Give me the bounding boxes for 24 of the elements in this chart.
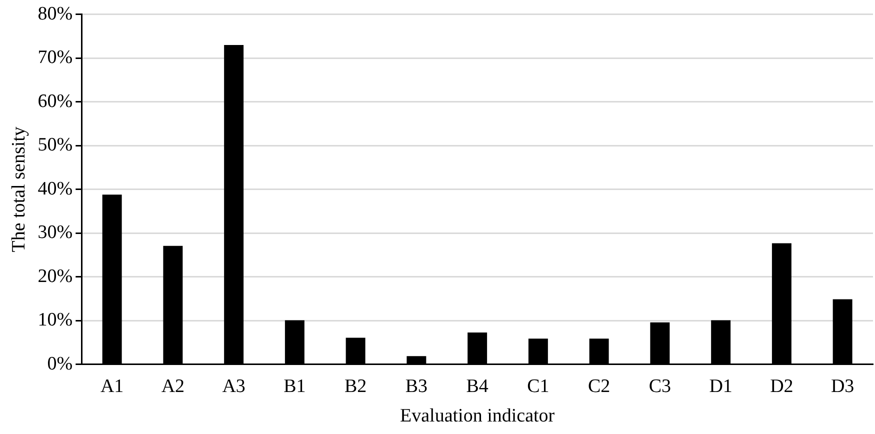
x-tick-label: B4 [466,376,489,397]
y-tick-label: 50% [38,134,73,156]
y-tick-label: 70% [38,47,73,68]
x-axis-title: Evaluation indicator [400,406,556,427]
x-tick-label: D2 [770,376,794,397]
x-tick-label: C3 [648,376,672,397]
y-tick-label: 0% [47,353,73,374]
x-tick-label: B2 [344,376,367,397]
y-tick-label: 10% [38,310,73,331]
y-tick-label: 20% [38,266,73,287]
x-tick-label: D3 [830,376,854,397]
x-tick-label: D1 [709,376,732,397]
y-axis-title: The total sensity [8,126,30,252]
y-tick-label: 80% [38,3,73,24]
x-tick-label: C1 [527,376,550,397]
y-tick-label: 40% [38,178,73,200]
x-tick-label: B1 [284,376,306,397]
y-tick-label: 30% [38,222,73,244]
y-tick-label: 60% [38,90,73,112]
x-tick-label: B3 [405,376,428,397]
x-tick-label: A3 [222,376,246,397]
x-tick-label: A1 [100,376,124,397]
x-tick-label: C2 [588,376,610,397]
x-tick-label: A2 [161,376,185,397]
